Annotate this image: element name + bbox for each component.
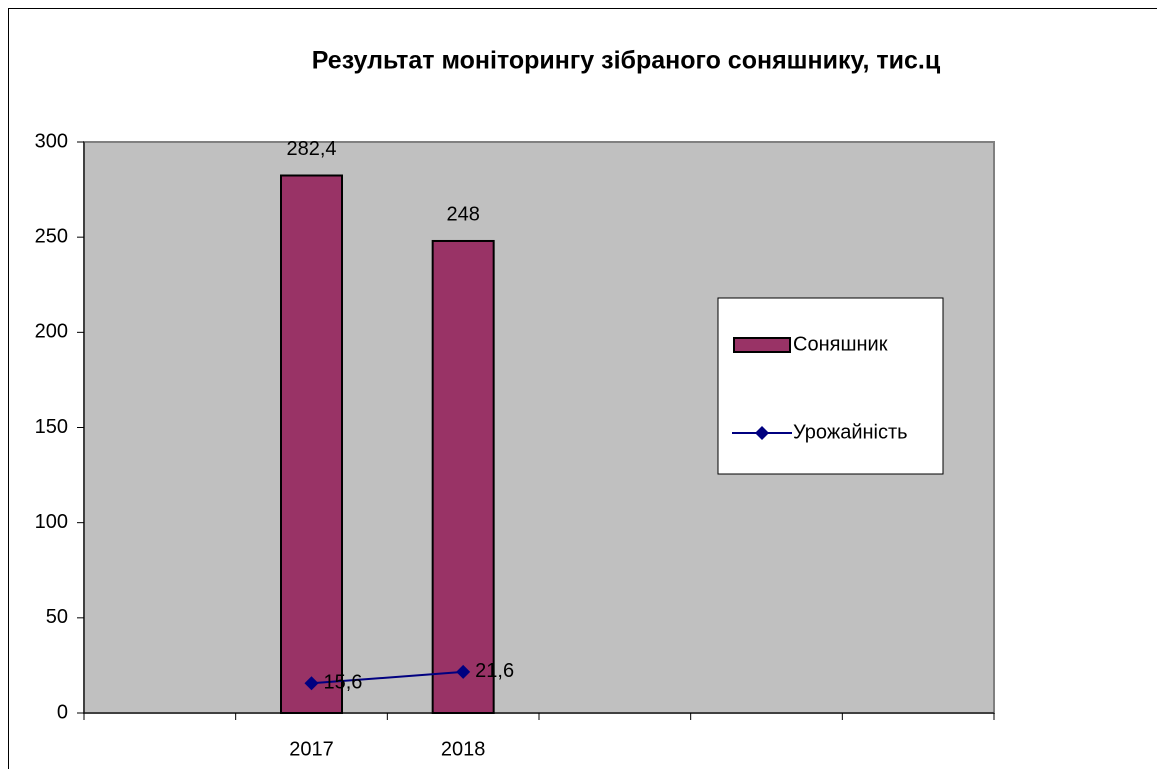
bar — [280, 174, 343, 715]
y-tick-label: 200 — [35, 321, 68, 343]
legend-swatch — [733, 337, 791, 353]
line — [311, 670, 464, 685]
line-value-label: 21,6 — [475, 660, 514, 682]
legend-marker — [755, 426, 769, 440]
bar-value-label: 248 — [446, 203, 479, 225]
y-tick-label: 0 — [57, 701, 68, 723]
bar — [431, 239, 495, 714]
x-tick-label: 2017 — [289, 738, 334, 760]
bar-value-label: 282,4 — [286, 138, 336, 160]
legend-label: Урожайність — [793, 421, 908, 443]
x-tick-label: 2018 — [441, 738, 486, 760]
line-marker — [456, 664, 471, 679]
y-tick-label: 250 — [35, 225, 68, 247]
legend-label: Соняшник — [793, 333, 888, 355]
y-tick-label: 300 — [35, 130, 68, 152]
y-tick-label: 50 — [46, 606, 68, 628]
line-marker — [304, 676, 319, 691]
legend-box — [717, 297, 944, 475]
line-value-label: 15,6 — [324, 672, 363, 694]
y-tick-label: 150 — [35, 416, 68, 438]
y-tick-label: 100 — [35, 511, 68, 533]
chart-title: Результат моніторингу зібраного соняшник… — [312, 47, 941, 75]
